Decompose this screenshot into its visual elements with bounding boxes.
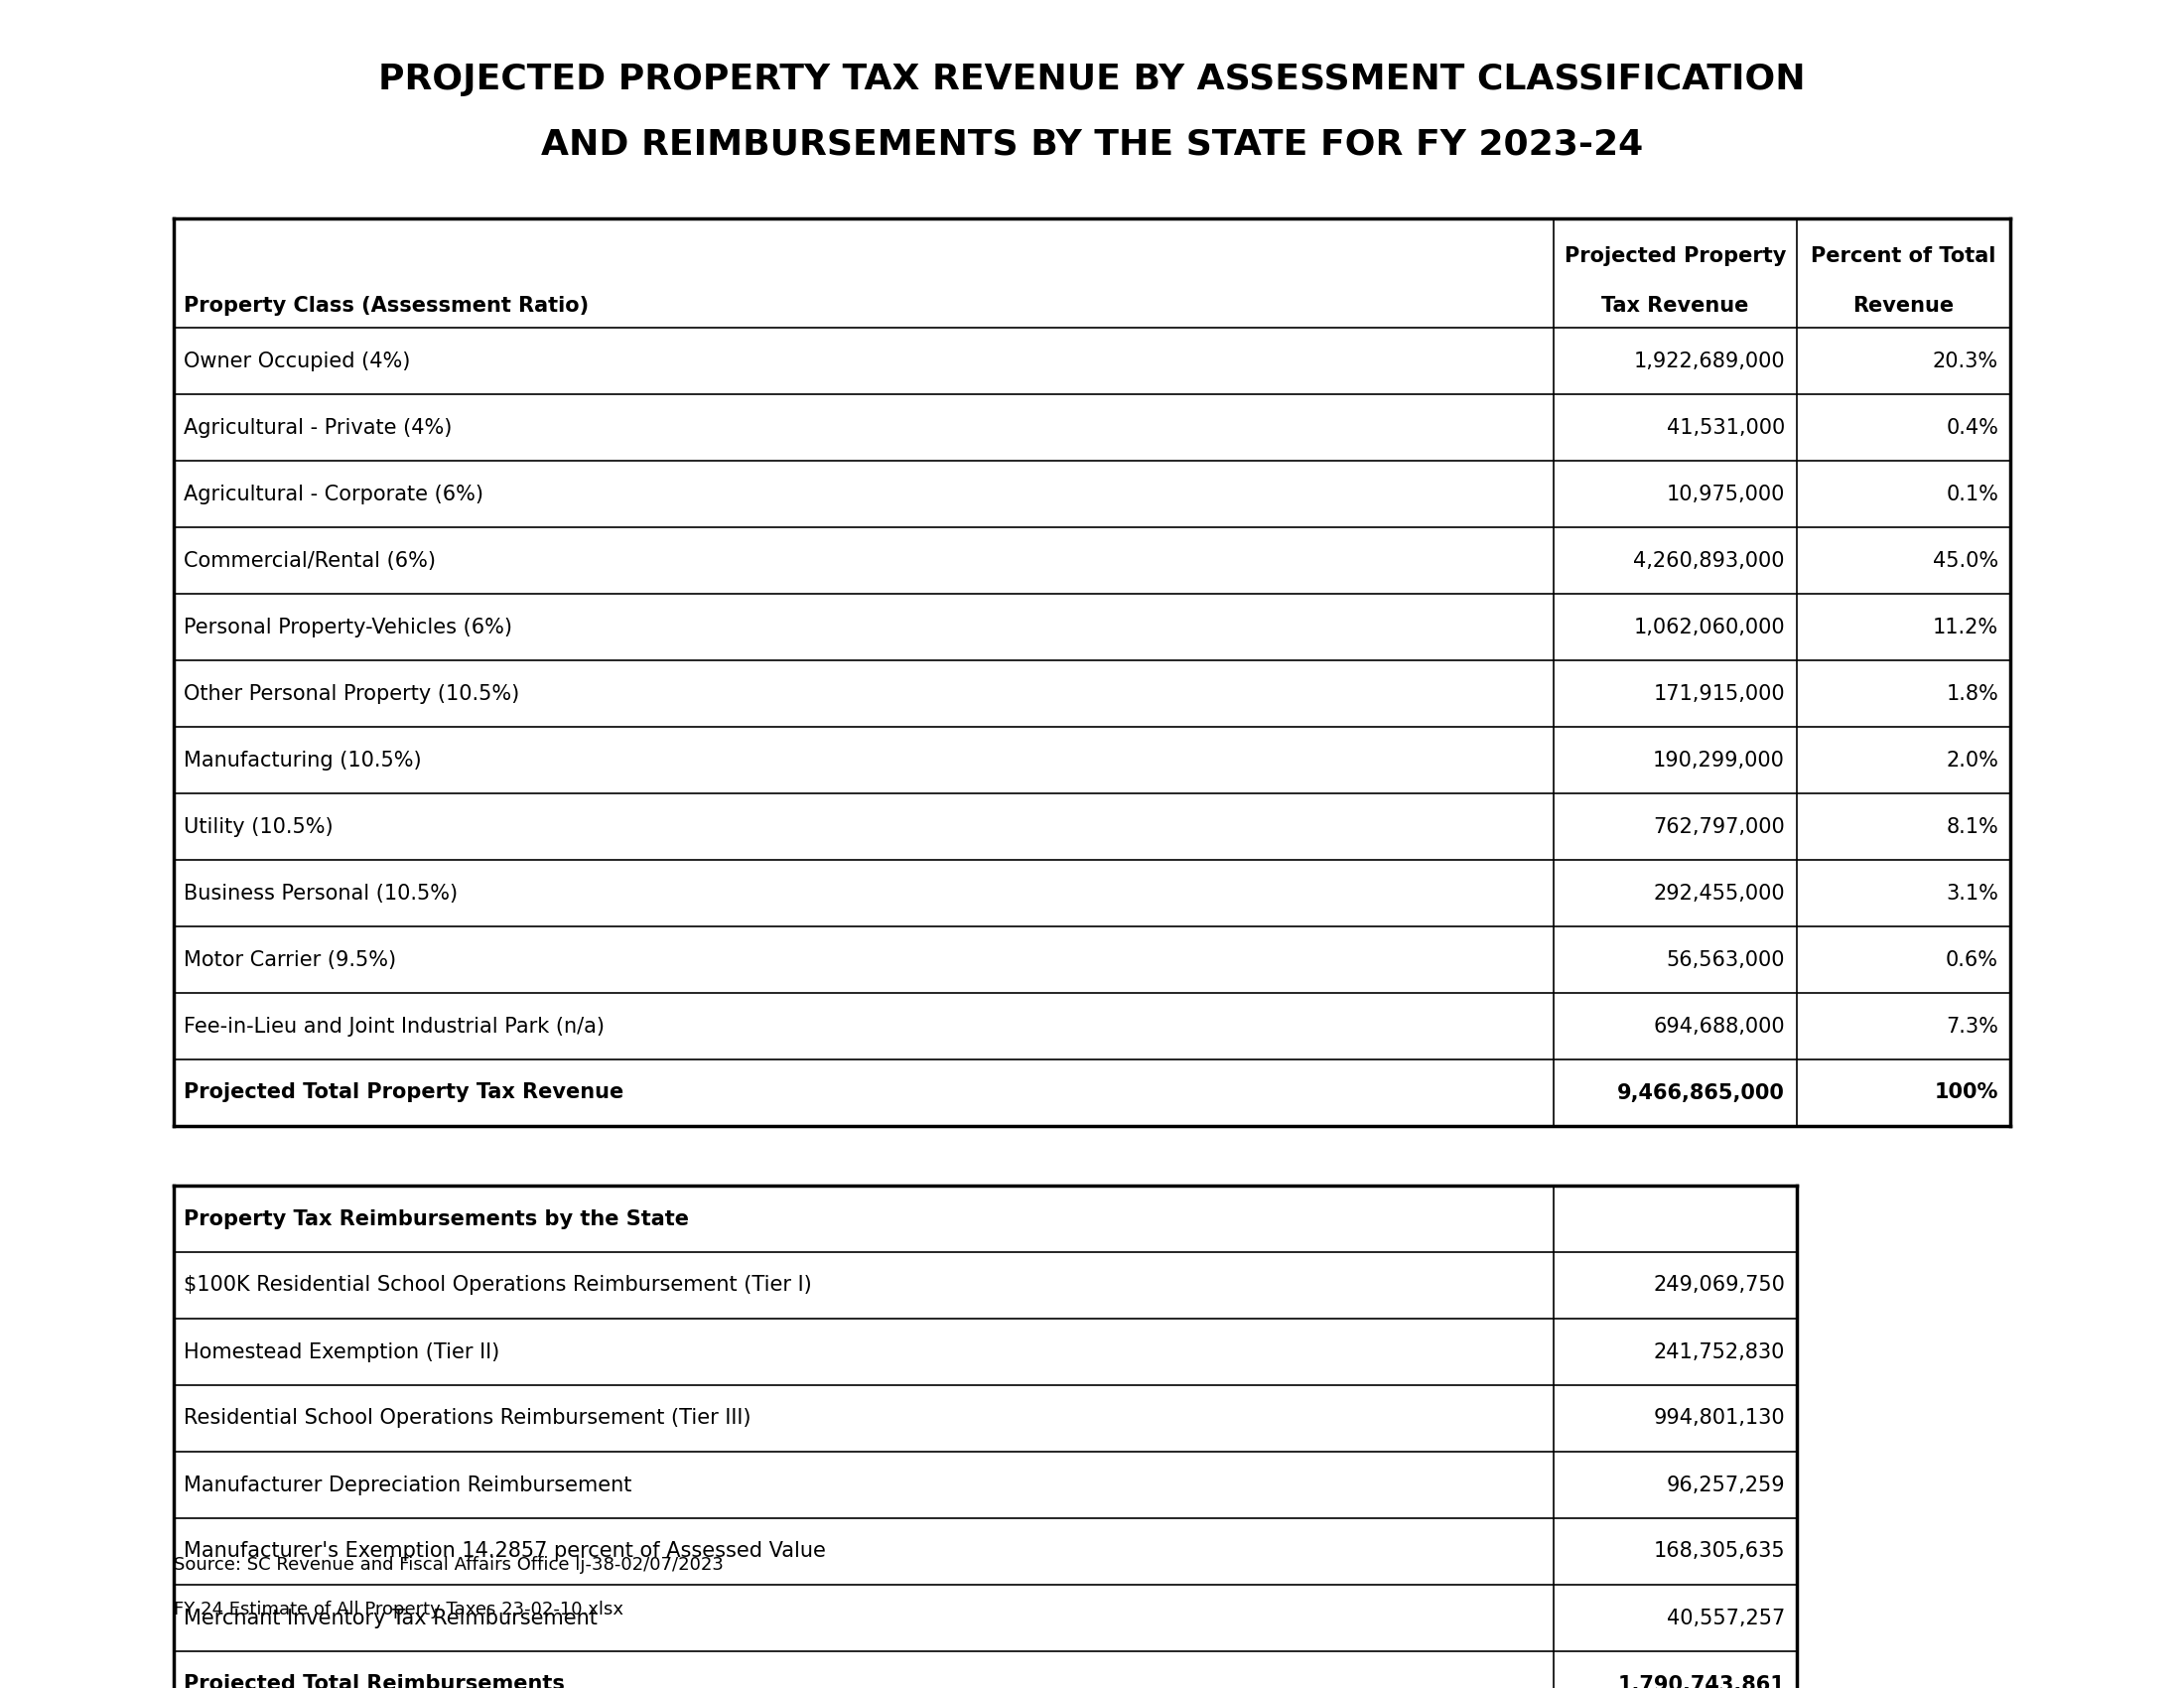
Text: PROJECTED PROPERTY TAX REVENUE BY ASSESSMENT CLASSIFICATION: PROJECTED PROPERTY TAX REVENUE BY ASSESS…: [378, 62, 1806, 96]
Text: 56,563,000: 56,563,000: [1666, 950, 1784, 969]
Text: Manufacturing (10.5%): Manufacturing (10.5%): [183, 749, 422, 770]
Text: 0.4%: 0.4%: [1946, 417, 1998, 437]
Text: 100%: 100%: [1935, 1082, 1998, 1102]
Text: Fee-in-Lieu and Joint Industrial Park (n/a): Fee-in-Lieu and Joint Industrial Park (n…: [183, 1016, 605, 1036]
Text: 40,557,257: 40,557,257: [1666, 1609, 1784, 1627]
Text: $100K Residential School Operations Reimbursement (Tier I): $100K Residential School Operations Reim…: [183, 1276, 812, 1295]
Text: 10,975,000: 10,975,000: [1666, 484, 1784, 505]
Text: 168,305,635: 168,305,635: [1653, 1541, 1784, 1561]
Text: Projected Total Property Tax Revenue: Projected Total Property Tax Revenue: [183, 1082, 625, 1102]
Text: Merchant Inventory Tax Reimbursement: Merchant Inventory Tax Reimbursement: [183, 1609, 598, 1627]
Text: FY 24 Estimate of All Property Taxes 23-02-10.xlsx: FY 24 Estimate of All Property Taxes 23-…: [175, 1600, 622, 1619]
Text: 762,797,000: 762,797,000: [1653, 817, 1784, 837]
Text: AND REIMBURSEMENTS BY THE STATE FOR FY 2023-24: AND REIMBURSEMENTS BY THE STATE FOR FY 2…: [542, 127, 1642, 160]
Text: 7.3%: 7.3%: [1946, 1016, 1998, 1036]
Text: 96,257,259: 96,257,259: [1666, 1475, 1784, 1496]
Text: 292,455,000: 292,455,000: [1653, 883, 1784, 903]
Text: Projected Total Reimbursements: Projected Total Reimbursements: [183, 1674, 566, 1688]
Text: Projected Property: Projected Property: [1564, 246, 1787, 267]
Text: Personal Property-Vehicles (6%): Personal Property-Vehicles (6%): [183, 618, 513, 636]
Text: 9,466,865,000: 9,466,865,000: [1618, 1082, 1784, 1102]
Text: Property Class (Assessment Ratio): Property Class (Assessment Ratio): [183, 295, 590, 316]
Text: Source: SC Revenue and Fiscal Affairs Office lj-38-02/07/2023: Source: SC Revenue and Fiscal Affairs Of…: [175, 1556, 723, 1573]
Text: Agricultural - Private (4%): Agricultural - Private (4%): [183, 417, 452, 437]
Text: Manufacturer Depreciation Reimbursement: Manufacturer Depreciation Reimbursement: [183, 1475, 631, 1496]
Text: Agricultural - Corporate (6%): Agricultural - Corporate (6%): [183, 484, 483, 505]
Text: Residential School Operations Reimbursement (Tier III): Residential School Operations Reimbursem…: [183, 1408, 751, 1428]
Text: 994,801,130: 994,801,130: [1653, 1408, 1784, 1428]
Text: 171,915,000: 171,915,000: [1653, 684, 1784, 704]
Text: 20.3%: 20.3%: [1933, 351, 1998, 371]
Text: 0.1%: 0.1%: [1946, 484, 1998, 505]
Text: Manufacturer's Exemption 14.2857 percent of Assessed Value: Manufacturer's Exemption 14.2857 percent…: [183, 1541, 826, 1561]
Text: 1,922,689,000: 1,922,689,000: [1634, 351, 1784, 371]
Text: 249,069,750: 249,069,750: [1653, 1276, 1784, 1295]
Text: Homestead Exemption (Tier II): Homestead Exemption (Tier II): [183, 1342, 500, 1362]
Text: 0.6%: 0.6%: [1946, 950, 1998, 969]
Text: Motor Carrier (9.5%): Motor Carrier (9.5%): [183, 950, 395, 969]
Text: Revenue: Revenue: [1852, 295, 1955, 316]
Text: Utility (10.5%): Utility (10.5%): [183, 817, 334, 837]
Text: 1.8%: 1.8%: [1946, 684, 1998, 704]
Text: 1,062,060,000: 1,062,060,000: [1634, 618, 1784, 636]
Text: 41,531,000: 41,531,000: [1666, 417, 1784, 437]
Text: 11.2%: 11.2%: [1933, 618, 1998, 636]
Text: 45.0%: 45.0%: [1933, 550, 1998, 571]
Text: Owner Occupied (4%): Owner Occupied (4%): [183, 351, 411, 371]
Text: 8.1%: 8.1%: [1946, 817, 1998, 837]
Text: 241,752,830: 241,752,830: [1653, 1342, 1784, 1362]
Text: Percent of Total: Percent of Total: [1811, 246, 1996, 267]
Text: 2.0%: 2.0%: [1946, 749, 1998, 770]
Text: Other Personal Property (10.5%): Other Personal Property (10.5%): [183, 684, 520, 704]
Text: 190,299,000: 190,299,000: [1653, 749, 1784, 770]
Text: Commercial/Rental (6%): Commercial/Rental (6%): [183, 550, 437, 571]
Text: 1,790,743,861: 1,790,743,861: [1618, 1674, 1784, 1688]
Text: Tax Revenue: Tax Revenue: [1601, 295, 1749, 316]
Text: Business Personal (10.5%): Business Personal (10.5%): [183, 883, 459, 903]
Text: 3.1%: 3.1%: [1946, 883, 1998, 903]
Text: 4,260,893,000: 4,260,893,000: [1634, 550, 1784, 571]
Text: 694,688,000: 694,688,000: [1653, 1016, 1784, 1036]
Text: Property Tax Reimbursements by the State: Property Tax Reimbursements by the State: [183, 1209, 688, 1229]
